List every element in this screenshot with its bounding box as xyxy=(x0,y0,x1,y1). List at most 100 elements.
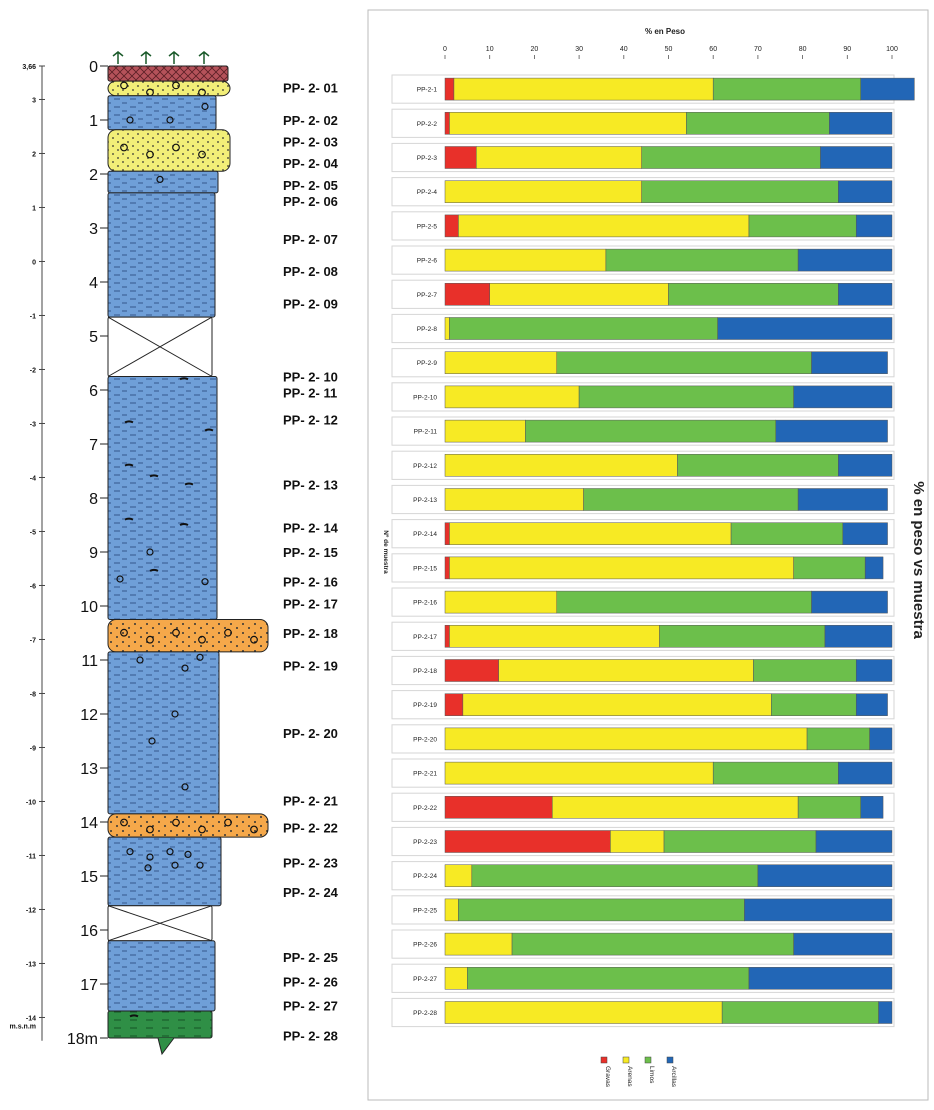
bar-segment-arenas xyxy=(444,488,584,511)
x-tick-label: 20 xyxy=(531,46,539,53)
bar-row: PP-2-23 xyxy=(391,826,895,857)
lens-mark xyxy=(124,420,134,424)
bar-segment-arenas xyxy=(489,283,669,306)
stacked-bar-chart: % en Peso Nº de muestra % en peso vs mue… xyxy=(367,9,929,1101)
category-label: PP-2-22 xyxy=(413,805,437,812)
bar-segment-limos xyxy=(793,556,866,580)
bar-segment-limos xyxy=(721,1001,879,1024)
x-tick-label: 30 xyxy=(575,46,583,53)
elevation-label: -14 xyxy=(26,1015,36,1022)
category-label: PP-2-1 xyxy=(417,87,438,94)
bar-row: PP-2-5 xyxy=(391,211,895,241)
bar-segment-limos xyxy=(471,864,759,887)
bar-segment-limos xyxy=(556,351,812,374)
category-label: PP-2-5 xyxy=(417,223,438,230)
bar-segment-limos xyxy=(583,488,799,511)
lens-mark xyxy=(149,568,159,572)
sample-label: PP- 2- 23 xyxy=(283,856,338,871)
depth-label: 1 xyxy=(89,113,98,130)
bar-segment-gravas xyxy=(444,693,464,716)
x-tick-label: 60 xyxy=(709,46,717,53)
category-label: PP-2-11 xyxy=(414,429,438,436)
sample-label: PP- 2- 08 xyxy=(283,264,338,279)
x-tick-label: 80 xyxy=(799,46,807,53)
elevation-label: -3 xyxy=(30,421,36,428)
pebble xyxy=(171,710,179,718)
sample-label: PP- 2- 14 xyxy=(283,521,339,536)
pebble xyxy=(196,861,204,869)
bar-segment-arenas xyxy=(444,454,678,477)
sample-label: PP- 2- 21 xyxy=(283,793,338,808)
bar-segment-arenas xyxy=(462,693,772,716)
layer-peat xyxy=(107,1010,213,1039)
category-label: PP-2-9 xyxy=(417,360,438,367)
elevation-label: -10 xyxy=(26,799,36,806)
sample-label: PP- 2- 10 xyxy=(283,370,338,385)
bar-segment-arcillas xyxy=(811,351,888,374)
pebble xyxy=(171,861,179,869)
bar-segment-limos xyxy=(578,385,794,409)
sample-label: PP- 2- 26 xyxy=(283,974,338,989)
lens-mark xyxy=(184,482,194,486)
bar-segment-arenas xyxy=(444,590,557,614)
x-tick-label: 0 xyxy=(443,46,447,53)
layer-gravel xyxy=(107,619,269,653)
elevation-label: -5 xyxy=(30,529,36,536)
bar-segment-arcillas xyxy=(811,590,888,614)
layer-clay xyxy=(107,940,216,1012)
bar-segment-arcillas xyxy=(717,317,893,340)
depth-label: 5 xyxy=(89,329,98,346)
sample-label: PP- 2- 01 xyxy=(283,81,338,96)
sample-label: PP- 2- 24 xyxy=(283,885,339,900)
depth-label: 16 xyxy=(80,923,98,940)
bar-segment-limos xyxy=(663,830,817,853)
bar-row: PP-2-7 xyxy=(391,279,895,309)
bar-row: PP-2-13 xyxy=(391,484,895,515)
bar-segment-arcillas xyxy=(842,522,888,545)
x-tick-label: 10 xyxy=(486,46,494,53)
pebble xyxy=(136,656,144,664)
legend-swatch xyxy=(666,1056,674,1064)
category-label: PP-2-18 xyxy=(413,668,437,675)
layer-clay xyxy=(107,651,220,815)
layer-no-recovery xyxy=(107,316,213,378)
bar-segment-limos xyxy=(556,590,812,614)
sample-label: PP- 2- 15 xyxy=(283,545,338,560)
sample-label: PP- 2- 06 xyxy=(283,194,338,209)
vegetation-icon xyxy=(112,51,124,64)
depth-label: 14 xyxy=(80,815,98,832)
elevation-label: -4 xyxy=(30,475,36,482)
vegetation-icon xyxy=(140,51,152,64)
bar-segment-arcillas xyxy=(838,454,893,477)
chart-title: % en Peso xyxy=(645,27,685,36)
bar-segment-arenas xyxy=(453,77,714,101)
legend-swatch xyxy=(644,1056,652,1064)
category-label: PP-2-3 xyxy=(417,155,438,162)
category-label: PP-2-14 xyxy=(413,531,437,538)
bar-segment-arenas xyxy=(449,625,660,648)
bar-segment-limos xyxy=(511,932,794,956)
bar-segment-arenas xyxy=(449,522,732,545)
bar-segment-arcillas xyxy=(775,419,888,443)
depth-label: 18m xyxy=(67,1031,98,1048)
bar-segment-arcillas xyxy=(838,180,893,203)
category-label: PP-2-26 xyxy=(413,942,437,949)
bar-row: PP-2-6 xyxy=(391,245,895,275)
bar-segment-arcillas xyxy=(748,967,893,990)
bar-segment-limos xyxy=(712,761,839,785)
bar-segment-arenas xyxy=(449,556,794,580)
bar-segment-limos xyxy=(525,419,777,443)
elevation-label: -2 xyxy=(30,367,36,374)
depth-label: 3 xyxy=(89,221,98,238)
bar-segment-arenas xyxy=(444,385,580,409)
bar-segment-gravas xyxy=(444,112,450,135)
bar-row: PP-2-9 xyxy=(391,348,895,378)
sample-label: PP- 2- 20 xyxy=(283,726,338,741)
bar-segment-gravas xyxy=(444,522,450,545)
lens-mark xyxy=(179,377,189,381)
legend-swatch xyxy=(600,1056,608,1064)
bar-segment-limos xyxy=(641,180,839,203)
sample-label: PP- 2- 07 xyxy=(283,232,338,247)
pebble xyxy=(126,848,134,856)
x-tick-label: 70 xyxy=(754,46,762,53)
